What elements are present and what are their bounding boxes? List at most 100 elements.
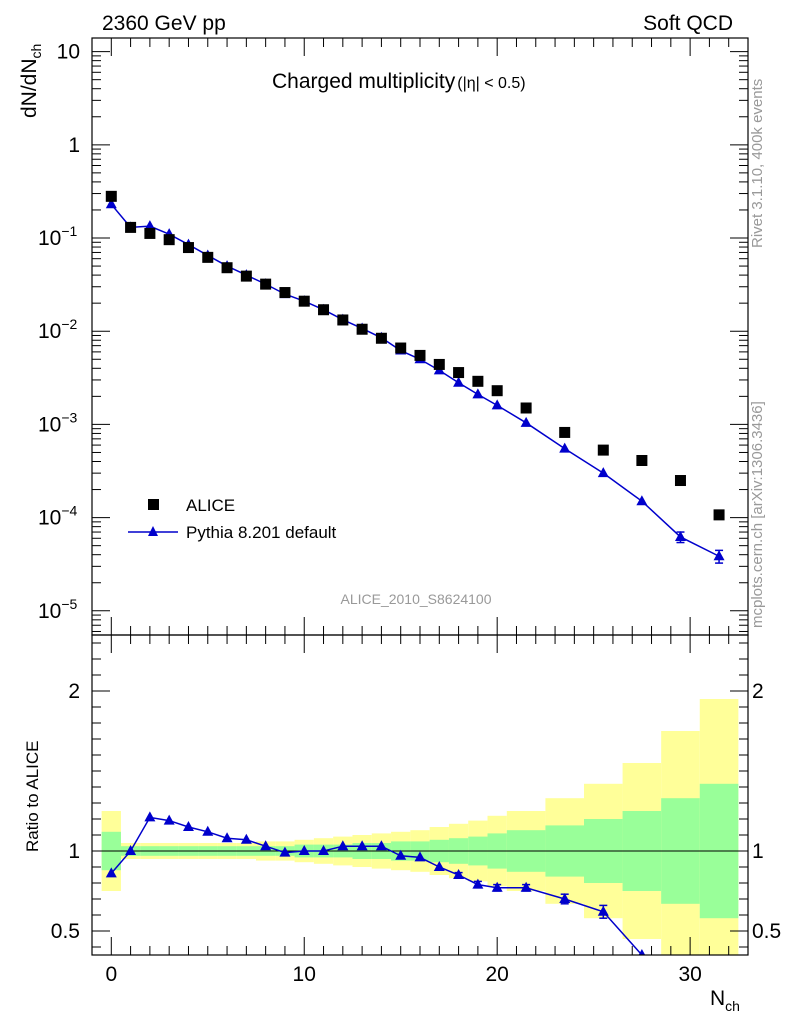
ratio-point <box>105 867 117 878</box>
alice-point <box>433 358 445 370</box>
alice-point <box>260 278 272 290</box>
ratio-point <box>144 811 156 822</box>
alice-point <box>105 190 117 202</box>
pythia-point <box>144 220 156 231</box>
alice-point <box>356 323 368 335</box>
ratio-point <box>559 893 571 903</box>
ratio-point <box>125 845 137 855</box>
alice-point <box>279 287 291 299</box>
header-left: 2360 GeV pp <box>102 12 226 35</box>
ratio-xtick-label: 10 <box>293 963 316 986</box>
ratio-point <box>433 861 445 871</box>
alice-point <box>395 342 407 354</box>
alice-point <box>163 234 175 246</box>
pythia-point <box>520 416 532 427</box>
ratio-ytick-label-left: 2 <box>68 680 80 703</box>
ratio-point <box>375 840 387 851</box>
alice-point <box>375 332 387 344</box>
pythia-point <box>472 388 484 399</box>
main-panel: 10 1 10−1 10−2 10−3 10−4 10−5 Charged multipli… <box>18 37 749 636</box>
alice-point <box>559 426 571 438</box>
main-title: Charged multiplicity (|η| < 0.5) <box>272 70 526 93</box>
main-ytick-label: 1 <box>68 134 80 157</box>
legend-mc-label: Pythia 8.201 default <box>186 523 337 542</box>
alice-point <box>337 314 349 326</box>
ratio-axis-ticks <box>91 635 749 955</box>
alice-point <box>520 402 532 414</box>
main-ytick-label: 10−3 <box>38 409 78 436</box>
ratio-point <box>240 833 252 844</box>
ratio-ytick-label-left: 1 <box>68 840 80 863</box>
ratio-point <box>163 814 175 825</box>
ratio-point <box>279 846 291 857</box>
ratio-point <box>491 881 503 892</box>
main-ylabel: dN/dNch <box>18 44 44 118</box>
main-ytick-label: 10−2 <box>38 316 78 343</box>
ratio-point <box>337 840 349 851</box>
alice-point <box>125 221 137 233</box>
ratio-xlabel: Nch <box>710 987 740 1014</box>
ratio-point <box>182 821 194 831</box>
alice-point <box>453 367 465 379</box>
alice-point <box>298 295 310 307</box>
main-axis-ticks <box>91 38 749 635</box>
ratio-point <box>520 881 532 892</box>
pythia-point <box>713 550 725 561</box>
main-ytick-label: 10−1 <box>38 223 78 250</box>
pythia-point <box>105 198 117 209</box>
pythia-point <box>597 467 609 478</box>
alice-point <box>144 227 156 239</box>
ratio-tick-labels: 0.5 0.51 12 20 10 20 30 <box>51 680 781 986</box>
rivet-label: Rivet 3.1.10, 400k events <box>749 79 766 248</box>
legend-data-marker <box>148 499 159 510</box>
alice-point <box>414 349 426 361</box>
ratio-point <box>597 905 609 916</box>
pythia-point <box>491 399 503 410</box>
ratio-point <box>202 825 214 836</box>
alice-point <box>597 444 609 456</box>
ratio-point <box>318 845 330 855</box>
ratio-point <box>453 869 465 879</box>
ratio-panel: 0.5 0.51 12 20 10 20 30 Ratio to ALICE Nch <box>23 634 781 1014</box>
main-ytick-label: 10−5 <box>38 596 78 623</box>
ratio-frame <box>91 634 749 956</box>
ratio-ytick-label-right: 2 <box>752 680 764 703</box>
main-ytick-label: 10−4 <box>38 503 78 530</box>
analysis-label: ALICE_2010_S8624100 <box>340 591 491 607</box>
header-right: Soft QCD <box>643 12 733 35</box>
ratio-ytick-label-right: 0.5 <box>752 920 781 943</box>
ratio-xtick-label: 30 <box>678 963 701 986</box>
mcplots-label: mcplots.cern.ch [arXiv:1306.3436] <box>749 401 766 628</box>
alice-point <box>318 304 330 316</box>
alice-point <box>202 251 214 263</box>
ratio-ytick-label-left: 0.5 <box>51 920 80 943</box>
alice-point <box>472 375 484 387</box>
legend: ALICE Pythia 8.201 default <box>128 496 337 542</box>
ratio-xtick-label: 0 <box>105 963 117 986</box>
ratio-point <box>638 949 646 955</box>
ratio-point <box>414 851 426 862</box>
ratio-point <box>395 849 407 860</box>
pythia-point <box>559 442 571 453</box>
pythia-point <box>453 376 465 387</box>
main-series <box>105 190 725 564</box>
legend-mc-marker <box>148 526 158 536</box>
ratio-point <box>260 840 272 851</box>
ratio-series <box>105 811 646 955</box>
main-ytick-label: 10 <box>57 41 80 64</box>
ratio-point <box>356 840 368 851</box>
alice-point <box>221 262 233 274</box>
pythia-point <box>636 495 648 506</box>
ratio-point <box>221 832 233 843</box>
alice-point <box>182 242 194 254</box>
ratio-ytick-label-right: 1 <box>752 840 764 863</box>
alice-point <box>713 509 725 521</box>
ratio-point <box>298 845 310 855</box>
alice-point <box>636 454 648 466</box>
legend-data-label: ALICE <box>186 496 235 515</box>
ratio-point <box>472 878 484 889</box>
ratio-ylabel: Ratio to ALICE <box>23 740 42 852</box>
alice-point <box>674 475 686 487</box>
main-frame <box>91 37 749 636</box>
